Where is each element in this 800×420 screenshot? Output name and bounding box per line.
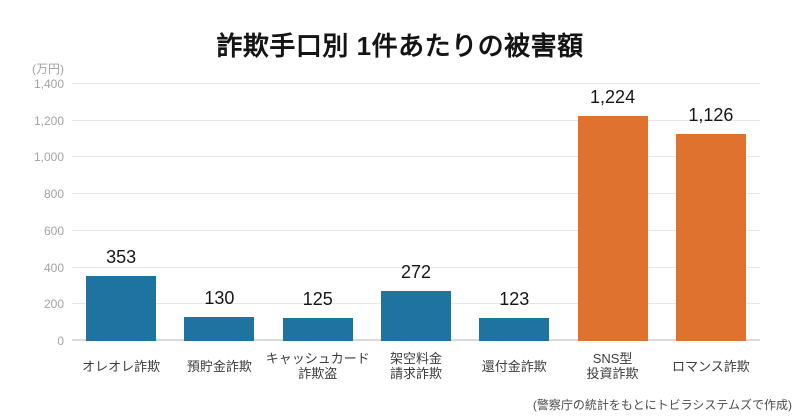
gridline	[72, 229, 760, 231]
x-category-label: SNS型 投資詐欺	[586, 351, 639, 381]
x-category-label: オレオレ詐欺	[82, 358, 161, 374]
y-tick-label: 1,200	[33, 113, 64, 128]
gridline	[72, 83, 760, 84]
y-tick-label: 800	[43, 187, 64, 202]
bar	[675, 134, 746, 341]
value-label: 1,126	[688, 105, 734, 126]
gridline	[72, 119, 760, 121]
gridline	[72, 156, 760, 158]
y-tick-label: 200	[43, 297, 64, 312]
bar	[381, 291, 451, 341]
bar	[577, 116, 648, 341]
y-tick-label: 1,400	[33, 77, 64, 91]
x-category-label: 還付金詐欺	[481, 358, 547, 374]
source-note: (警察庁の統計をもとにトビラシステムズで作成)	[532, 398, 792, 412]
y-axis-unit-label: (万円)	[32, 62, 64, 76]
gridline	[72, 266, 760, 268]
value-label: 125	[302, 289, 333, 310]
value-label: 123	[499, 289, 530, 310]
x-category-label: 架空料金 請求詐欺	[389, 351, 442, 381]
y-tick-label: 400	[43, 260, 64, 275]
bar	[282, 318, 353, 341]
y-tick-label: 600	[43, 223, 64, 238]
bar	[479, 318, 550, 341]
chart-title: 詐欺手口別 1件あたりの被害額	[216, 31, 584, 61]
bar	[86, 276, 157, 341]
value-label: 353	[106, 247, 137, 268]
bar	[184, 317, 255, 341]
gridline	[72, 193, 760, 195]
value-label: 130	[204, 288, 235, 309]
x-category-label: ロマンス詐欺	[671, 358, 750, 374]
y-tick-label: 0	[57, 334, 64, 348]
y-tick-label: 1,000	[33, 150, 64, 165]
x-category-label: キャッシュカード 詐欺盗	[265, 351, 370, 381]
value-label: 272	[400, 262, 432, 283]
value-label: 1,224	[590, 87, 636, 108]
plot-area: 353 130 125 272 123 1,224 1,126	[72, 83, 760, 341]
x-category-label: 預貯金詐欺	[186, 358, 252, 374]
